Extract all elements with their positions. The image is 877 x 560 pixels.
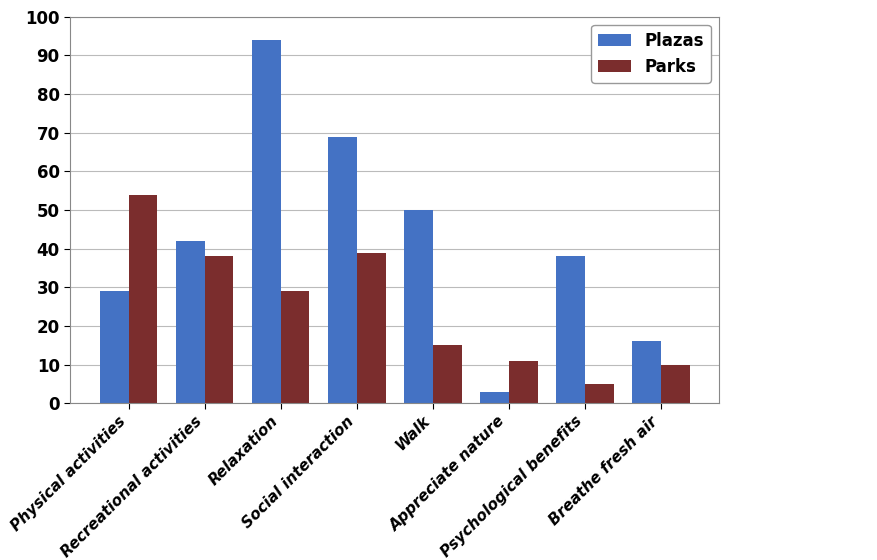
Bar — [660, 365, 689, 403]
Bar — [328, 137, 357, 403]
Bar — [204, 256, 233, 403]
Bar — [631, 342, 660, 403]
Bar — [100, 291, 129, 403]
Bar — [129, 194, 158, 403]
Bar — [281, 291, 310, 403]
Bar — [509, 361, 538, 403]
Bar — [252, 40, 281, 403]
Bar — [357, 253, 386, 403]
Bar — [480, 391, 509, 403]
Bar — [556, 256, 585, 403]
Bar — [175, 241, 204, 403]
Bar — [585, 384, 614, 403]
Legend: Plazas, Parks: Plazas, Parks — [591, 25, 710, 83]
Bar — [403, 210, 432, 403]
Bar — [432, 345, 461, 403]
